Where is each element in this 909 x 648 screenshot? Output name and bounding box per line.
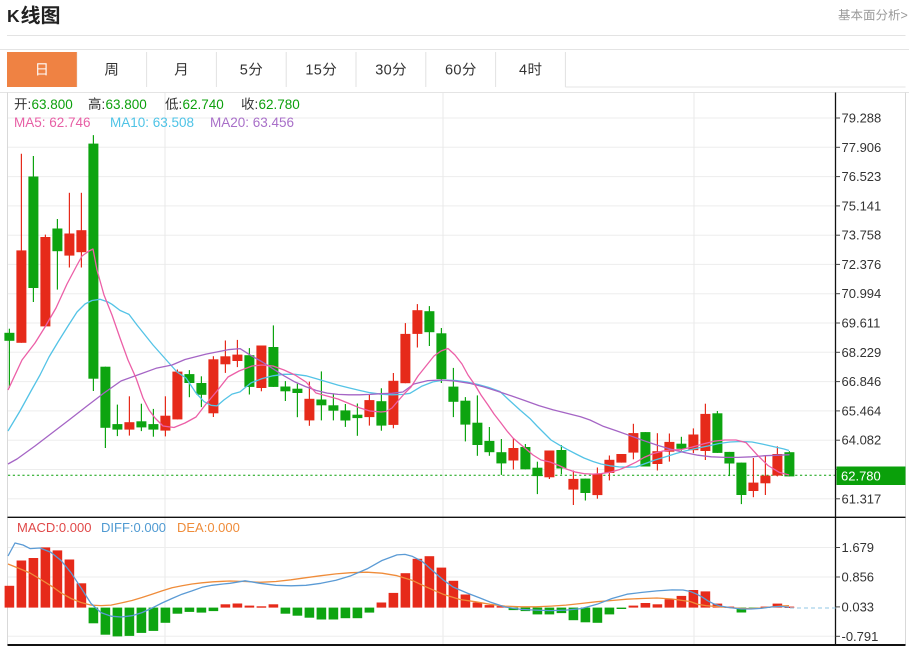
svg-text:64.082: 64.082 (842, 433, 882, 448)
svg-text:77.906: 77.906 (842, 140, 882, 155)
svg-text:6: 6 (445, 63, 453, 79)
svg-text:79.288: 79.288 (842, 111, 882, 126)
svg-text:65.464: 65.464 (842, 403, 882, 418)
svg-text:72.376: 72.376 (842, 257, 882, 272)
svg-text::: : (102, 97, 106, 112)
svg-text:MA5: 62.746: MA5: 62.746 (14, 115, 91, 130)
svg-text:70.994: 70.994 (842, 286, 882, 301)
svg-text:75.141: 75.141 (842, 198, 882, 213)
svg-text:76.523: 76.523 (842, 169, 882, 184)
svg-text:62.780: 62.780 (259, 97, 300, 112)
svg-text:62.740: 62.740 (183, 97, 224, 112)
svg-text:0.033: 0.033 (842, 599, 875, 614)
svg-text:MA20: 63.456: MA20: 63.456 (210, 115, 294, 130)
svg-text:3: 3 (375, 63, 383, 79)
svg-text:63.800: 63.800 (32, 97, 73, 112)
svg-text:1: 1 (305, 63, 313, 79)
svg-text:-0.791: -0.791 (842, 629, 879, 644)
svg-text:0: 0 (453, 63, 461, 79)
svg-text:1.679: 1.679 (842, 540, 875, 555)
svg-text:DEA:0.000: DEA:0.000 (177, 520, 240, 535)
svg-text:5: 5 (240, 63, 248, 79)
svg-text:DIFF:0.000: DIFF:0.000 (101, 520, 166, 535)
svg-text:62.780: 62.780 (841, 469, 881, 484)
svg-text:>: > (901, 9, 908, 23)
svg-text:K: K (7, 6, 20, 26)
svg-text:0.856: 0.856 (842, 570, 875, 585)
svg-text:5: 5 (314, 63, 322, 79)
svg-text:73.758: 73.758 (842, 228, 882, 243)
svg-text:63.800: 63.800 (106, 97, 147, 112)
svg-text::: : (28, 97, 32, 112)
svg-text:4: 4 (519, 63, 527, 79)
svg-text:MACD:0.000: MACD:0.000 (17, 520, 91, 535)
svg-text:0: 0 (384, 63, 392, 79)
svg-text::: : (179, 97, 183, 112)
svg-text:MA10: 63.508: MA10: 63.508 (110, 115, 194, 130)
svg-text:68.229: 68.229 (842, 345, 882, 360)
svg-text:69.611: 69.611 (842, 316, 881, 331)
svg-text:61.317: 61.317 (842, 491, 882, 506)
svg-text::: : (255, 97, 259, 112)
svg-text:66.846: 66.846 (842, 374, 882, 389)
